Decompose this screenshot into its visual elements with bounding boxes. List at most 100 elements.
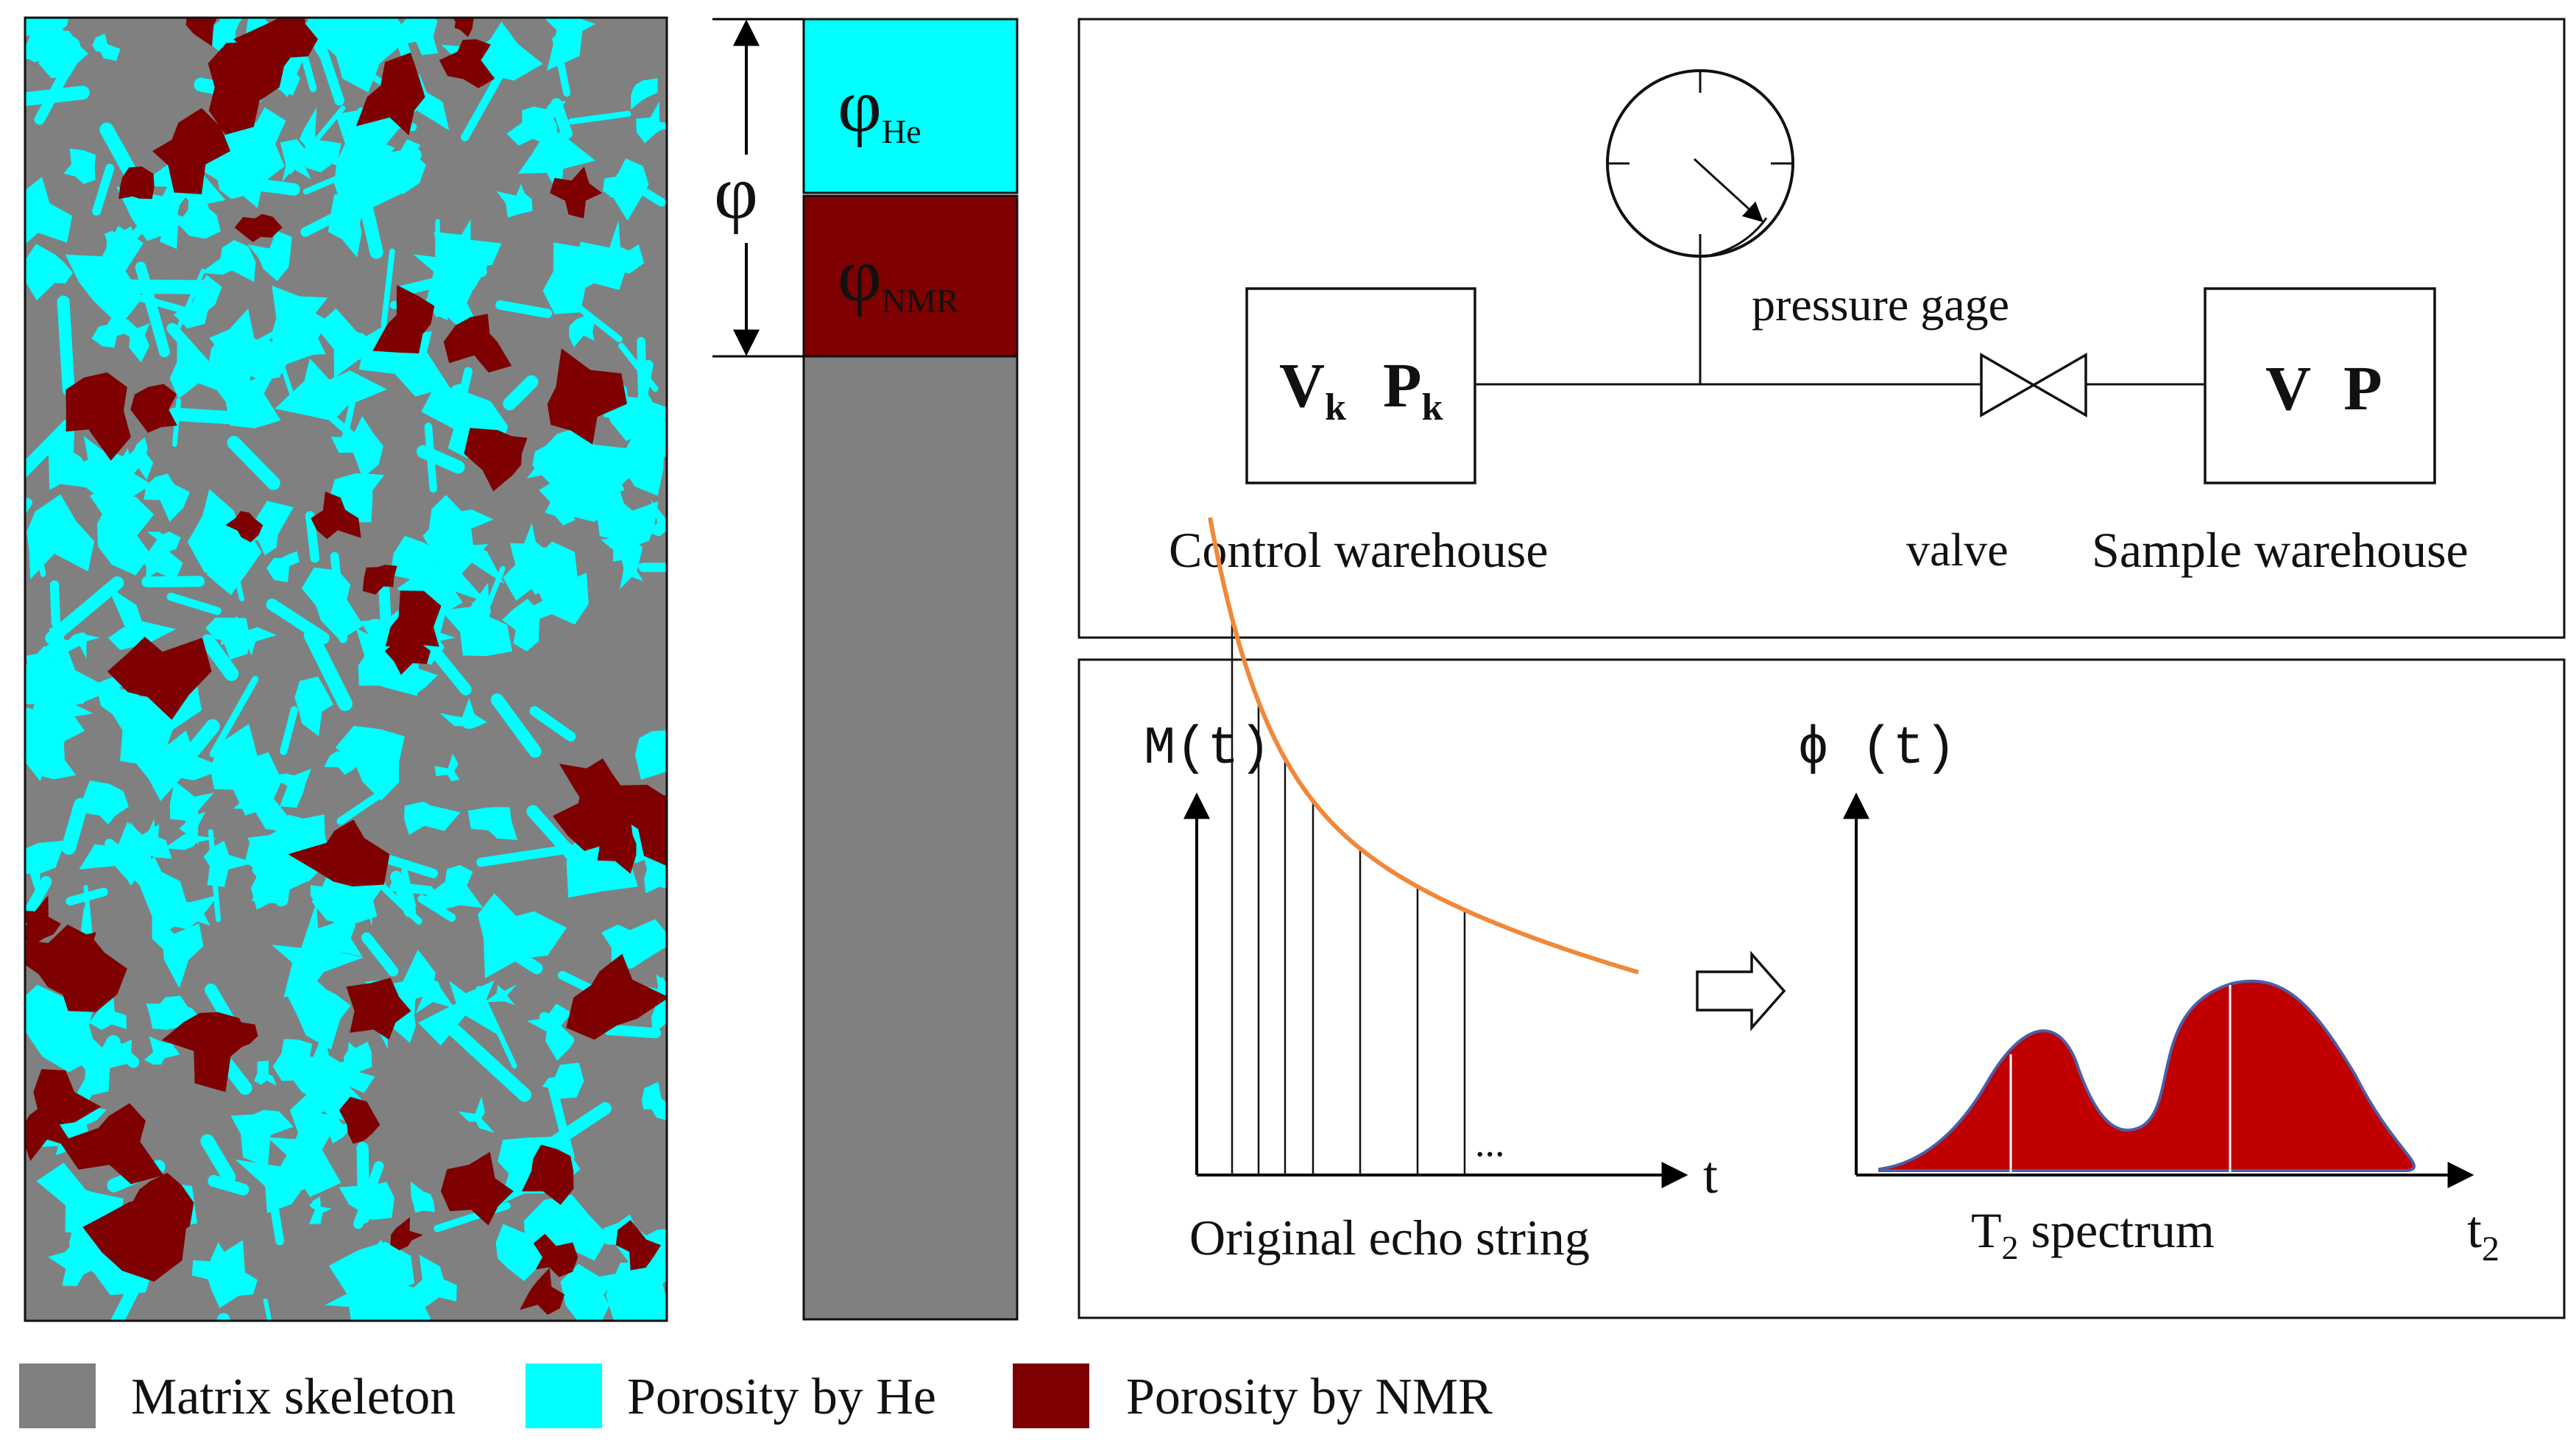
- pore-he: [92, 33, 121, 61]
- echo-train-plot: M(t) t ... Original echo string: [1144, 517, 1718, 1266]
- valve-right-triangle: [2031, 352, 2087, 418]
- pore-nmr: [225, 511, 263, 543]
- pore-he: [631, 78, 658, 110]
- pore-nmr: [443, 314, 512, 373]
- pore-throat-he: [208, 829, 222, 922]
- pore-he: [285, 964, 351, 1050]
- pore-throat-he: [494, 939, 543, 975]
- pore-nmr: [208, 42, 287, 135]
- pore-he: [483, 34, 510, 72]
- pore-throat-he: [454, 367, 473, 417]
- pore-he: [636, 101, 667, 144]
- pore-he: [404, 801, 461, 835]
- pore-he: [230, 107, 286, 182]
- legend-swatch-nmr: [1013, 1363, 1089, 1428]
- pore-nmr: [355, 52, 425, 135]
- pore-he: [343, 1041, 372, 1073]
- pore-he: [458, 1096, 495, 1133]
- pore-he: [308, 1196, 332, 1224]
- pore-he: [89, 996, 127, 1031]
- pore-throat-he: [92, 163, 115, 216]
- pore-nmr: [440, 1151, 514, 1226]
- pore-he: [230, 1109, 294, 1168]
- pore-he: [236, 333, 316, 381]
- pore-throat-he: [209, 676, 259, 758]
- phi-nmr-label: φNMR: [838, 233, 959, 320]
- matrix-skeleton-segment: [802, 355, 1019, 1321]
- pore-he: [651, 997, 667, 1035]
- pore-nmr: [390, 1217, 423, 1251]
- pore-he: [647, 499, 667, 537]
- pore-he: [330, 416, 383, 479]
- pore-throat-he: [616, 172, 666, 207]
- control-warehouse-label: Control warehouse: [1169, 522, 1549, 578]
- phi-total-label: φ: [714, 150, 758, 235]
- pore-he: [496, 184, 533, 218]
- pore-he: [560, 1263, 623, 1321]
- pore-throat-he: [274, 819, 297, 907]
- pore-he: [25, 840, 66, 906]
- pore-he: [351, 875, 386, 927]
- pore-throat-he: [529, 706, 576, 742]
- pore-he: [503, 547, 565, 601]
- pore-throat-he: [107, 186, 181, 265]
- pore-he: [367, 618, 381, 635]
- pore-nmr: [59, 1103, 164, 1185]
- pore-throat-he: [57, 295, 75, 396]
- pore-throat-he: [167, 407, 267, 426]
- pore-he: [310, 875, 344, 906]
- pore-nmr: [566, 953, 667, 1040]
- echo-caption: Original echo string: [1189, 1210, 1590, 1266]
- pore-he: [619, 551, 643, 590]
- echo-x-label: t: [1703, 1146, 1718, 1204]
- sample-warehouse-label: Sample warehouse: [2092, 522, 2469, 578]
- nmr-frame: [1078, 658, 2566, 1319]
- legend: Matrix skeleton Porosity by He Porosity …: [19, 1363, 1493, 1428]
- pore-he: [573, 220, 636, 290]
- pore-throat-he: [475, 986, 517, 1069]
- sample-warehouse-box: [2204, 287, 2436, 484]
- pore-he: [107, 585, 177, 651]
- conversion-arrow-icon: [1696, 950, 1786, 1031]
- porosity-nmr-segment: [802, 194, 1019, 358]
- pore-nmr: [118, 166, 155, 200]
- pore-he: [63, 632, 100, 659]
- pore-throat-he: [461, 72, 503, 141]
- pore-throat-he: [307, 395, 380, 460]
- pore-throat-he: [263, 1298, 272, 1321]
- pore-throat-he: [381, 248, 395, 328]
- pore-throat-he: [340, 375, 361, 449]
- pore-he: [569, 315, 595, 347]
- pore-he: [369, 1283, 431, 1321]
- pore-throat-he: [25, 854, 48, 874]
- pore-he: [439, 698, 487, 729]
- pore-he: [122, 437, 154, 480]
- pore-nmr: [107, 636, 212, 720]
- pore-throat-he: [378, 582, 392, 625]
- control-warehouse-box: [1245, 287, 1476, 484]
- pore-he: [200, 240, 256, 282]
- pore-he: [526, 1003, 572, 1061]
- legend-label-skeleton: Matrix skeleton: [131, 1369, 456, 1425]
- pore-nmr: [520, 1268, 565, 1315]
- pore-throat-he: [476, 844, 576, 867]
- pore-he: [440, 582, 513, 657]
- pore-he: [495, 1224, 546, 1281]
- echo-decay-curve: [1208, 517, 1639, 975]
- pore-he: [144, 473, 190, 522]
- pore-nmr: [552, 775, 634, 851]
- pore-throat-he: [32, 531, 46, 577]
- echo-samples: [1231, 618, 1466, 1175]
- pore-throat-he: [241, 177, 300, 196]
- pore-nmr: [25, 1106, 75, 1161]
- pore-he: [478, 893, 567, 978]
- pore-throat-he: [166, 593, 222, 615]
- pore-throat-he: [552, 35, 571, 97]
- pore-nmr: [550, 166, 603, 219]
- legend-swatch-skeleton: [19, 1363, 96, 1428]
- pore-he: [434, 753, 460, 782]
- pore-throat-he: [570, 300, 623, 343]
- pore-nmr: [615, 1220, 661, 1271]
